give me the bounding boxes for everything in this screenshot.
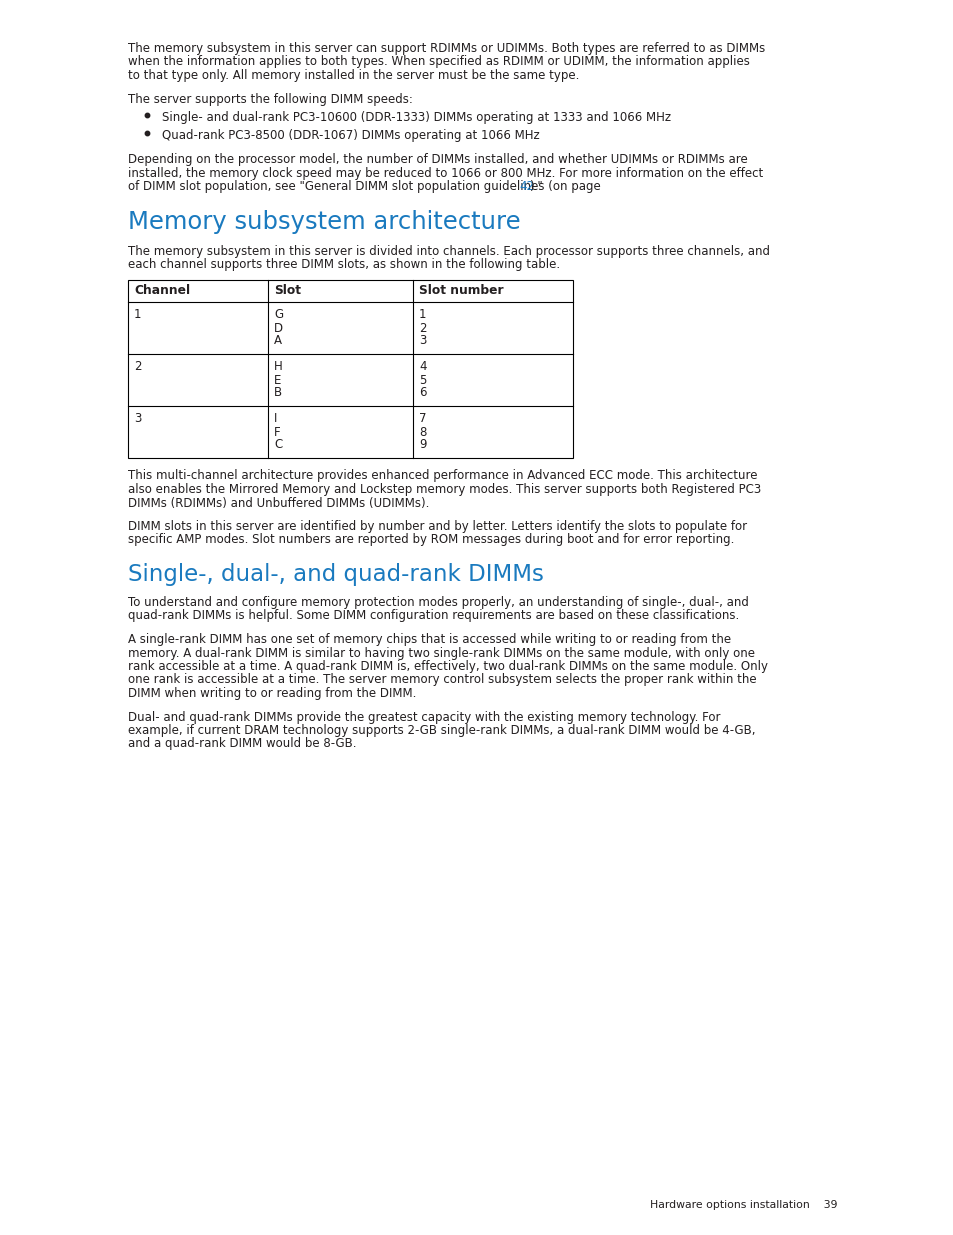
Text: Single- and dual-rank PC3-10600 (DDR-1333) DIMMs operating at 1333 and 1066 MHz: Single- and dual-rank PC3-10600 (DDR-133…: [162, 111, 670, 124]
Text: ).": ).": [528, 180, 542, 193]
Text: G: G: [274, 309, 283, 321]
Text: 5: 5: [418, 373, 426, 387]
Text: Memory subsystem architecture: Memory subsystem architecture: [128, 210, 520, 233]
Text: I: I: [274, 412, 277, 426]
Text: DIMM when writing to or reading from the DIMM.: DIMM when writing to or reading from the…: [128, 687, 416, 700]
Text: when the information applies to both types. When specified as RDIMM or UDIMM, th: when the information applies to both typ…: [128, 56, 749, 68]
Text: 1: 1: [133, 309, 141, 321]
Text: 2: 2: [133, 361, 141, 373]
Text: 42: 42: [518, 180, 534, 193]
Text: 9: 9: [418, 438, 426, 452]
Text: 6: 6: [418, 387, 426, 399]
Text: of DIMM slot population, see "General DIMM slot population guidelines (on page: of DIMM slot population, see "General DI…: [128, 180, 604, 193]
Text: A single-rank DIMM has one set of memory chips that is accessed while writing to: A single-rank DIMM has one set of memory…: [128, 634, 730, 646]
Text: B: B: [274, 387, 282, 399]
Text: The server supports the following DIMM speeds:: The server supports the following DIMM s…: [128, 93, 413, 105]
Text: Depending on the processor model, the number of DIMMs installed, and whether UDI: Depending on the processor model, the nu…: [128, 153, 747, 165]
Text: DIMMs (RDIMMs) and Unbuffered DIMMs (UDIMMs).: DIMMs (RDIMMs) and Unbuffered DIMMs (UDI…: [128, 496, 429, 510]
Text: Channel: Channel: [133, 284, 190, 298]
Text: 1: 1: [418, 309, 426, 321]
Text: 3: 3: [418, 335, 426, 347]
Text: The memory subsystem in this server can support RDIMMs or UDIMMs. Both types are: The memory subsystem in this server can …: [128, 42, 764, 56]
Text: 8: 8: [418, 426, 426, 438]
Text: C: C: [274, 438, 282, 452]
Text: Dual- and quad-rank DIMMs provide the greatest capacity with the existing memory: Dual- and quad-rank DIMMs provide the gr…: [128, 710, 720, 724]
Text: Single-, dual-, and quad-rank DIMMs: Single-, dual-, and quad-rank DIMMs: [128, 563, 543, 585]
Text: Quad-rank PC3-8500 (DDR-1067) DIMMs operating at 1066 MHz: Quad-rank PC3-8500 (DDR-1067) DIMMs oper…: [162, 130, 539, 142]
Text: to that type only. All memory installed in the server must be the same type.: to that type only. All memory installed …: [128, 69, 578, 82]
Text: 7: 7: [418, 412, 426, 426]
Text: D: D: [274, 321, 283, 335]
Text: one rank is accessible at a time. The server memory control subsystem selects th: one rank is accessible at a time. The se…: [128, 673, 756, 687]
Text: 3: 3: [133, 412, 141, 426]
Text: each channel supports three DIMM slots, as shown in the following table.: each channel supports three DIMM slots, …: [128, 258, 559, 270]
Text: installed, the memory clock speed may be reduced to 1066 or 800 MHz. For more in: installed, the memory clock speed may be…: [128, 167, 762, 179]
Text: rank accessible at a time. A quad-rank DIMM is, effectively, two dual-rank DIMMs: rank accessible at a time. A quad-rank D…: [128, 659, 767, 673]
Bar: [128, 279, 573, 457]
Text: The memory subsystem in this server is divided into channels. Each processor sup: The memory subsystem in this server is d…: [128, 245, 769, 258]
Text: To understand and configure memory protection modes properly, an understanding o: To understand and configure memory prote…: [128, 597, 748, 609]
Text: also enables the Mirrored Memory and Lockstep memory modes. This server supports: also enables the Mirrored Memory and Loc…: [128, 483, 760, 496]
Text: E: E: [274, 373, 281, 387]
Text: quad-rank DIMMs is helpful. Some DIMM configuration requirements are based on th: quad-rank DIMMs is helpful. Some DIMM co…: [128, 610, 739, 622]
Text: 4: 4: [418, 361, 426, 373]
Text: A: A: [274, 335, 282, 347]
Text: Hardware options installation    39: Hardware options installation 39: [650, 1200, 837, 1210]
Text: Slot number: Slot number: [418, 284, 503, 298]
Text: and a quad-rank DIMM would be 8-GB.: and a quad-rank DIMM would be 8-GB.: [128, 737, 356, 751]
Text: specific AMP modes. Slot numbers are reported by ROM messages during boot and fo: specific AMP modes. Slot numbers are rep…: [128, 534, 734, 547]
Text: 2: 2: [418, 321, 426, 335]
Text: memory. A dual-rank DIMM is similar to having two single-rank DIMMs on the same : memory. A dual-rank DIMM is similar to h…: [128, 646, 754, 659]
Text: This multi-channel architecture provides enhanced performance in Advanced ECC mo: This multi-channel architecture provides…: [128, 469, 757, 483]
Text: Slot: Slot: [274, 284, 301, 298]
Text: example, if current DRAM technology supports 2-GB single-rank DIMMs, a dual-rank: example, if current DRAM technology supp…: [128, 724, 755, 737]
Text: DIMM slots in this server are identified by number and by letter. Letters identi: DIMM slots in this server are identified…: [128, 520, 746, 534]
Text: H: H: [274, 361, 282, 373]
Text: F: F: [274, 426, 280, 438]
